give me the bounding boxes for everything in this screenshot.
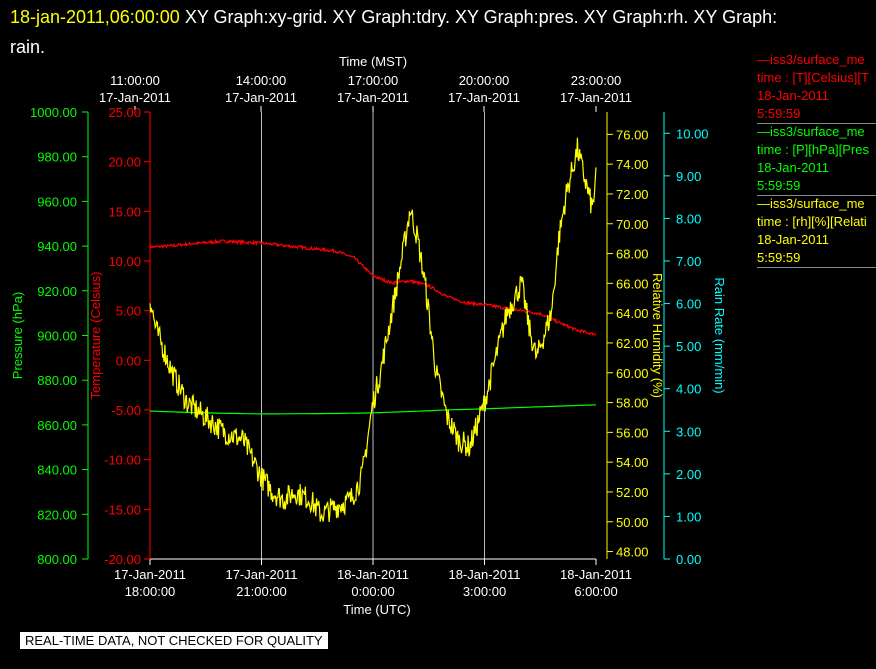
top-tick-date-1: 17-Jan-2011: [225, 90, 297, 105]
rh-tick-label-8: 64.00: [616, 306, 649, 321]
pressure-tick-label-5: 900.00: [37, 329, 77, 344]
temperature-tick-label-3: -5.00: [111, 403, 141, 418]
bottom-tick-time-0: 18:00:00: [125, 584, 176, 599]
legend-humidity-line2: time : [rh][%][Relati: [757, 214, 867, 229]
temperature-tick-label-2: -10.00: [104, 453, 141, 468]
pressure-tick-label-10: 1000.00: [30, 105, 77, 120]
pressure-tick-label-1: 820.00: [37, 507, 77, 522]
top-tick-time-3: 20:00:00: [459, 73, 510, 88]
rain-tick-label-10: 10.00: [676, 126, 709, 141]
rain-tick-label-2: 2.00: [676, 467, 701, 482]
legend-pressure-time: 5:59:59: [757, 177, 876, 196]
pressure-tick-label-3: 860.00: [37, 418, 77, 433]
top-tick-time-1: 14:00:00: [236, 73, 287, 88]
rain-tick-label-1: 1.00: [676, 509, 701, 524]
temperature-tick-label-8: 20.00: [108, 155, 141, 170]
top-tick-time-2: 17:00:00: [348, 73, 399, 88]
legend-humidity-time: 5:59:59: [757, 249, 876, 268]
rain-tick-label-5: 5.00: [676, 339, 701, 354]
bottom-tick-time-4: 6:00:00: [574, 584, 617, 599]
bottom-axis-label: Time (UTC): [343, 602, 410, 617]
top-tick-date-3: 17-Jan-2011: [448, 90, 520, 105]
rh-tick-label-13: 74.00: [616, 157, 649, 172]
rain-tick-label-6: 6.00: [676, 297, 701, 312]
bottom-tick-time-2: 0:00:00: [351, 584, 394, 599]
top-tick-time-4: 23:00:00: [571, 73, 622, 88]
rh-tick-label-10: 68.00: [616, 247, 649, 262]
legend-pressure-line2: time : [P][hPa][Pres: [757, 142, 869, 157]
temperature-tick-label-9: 25.00: [108, 105, 141, 120]
rain-tick-label-7: 7.00: [676, 254, 701, 269]
legend-pressure[interactable]: —iss3/surface_me time : [P][hPa][Pres 18…: [757, 123, 876, 196]
graph-title: 18-jan-2011,06:00:00 XY Graph:xy-grid. X…: [10, 2, 870, 62]
bottom-tick-date-1: 17-Jan-2011: [225, 567, 297, 582]
temperature-tick-label-6: 10.00: [108, 254, 141, 269]
top-tick-time-0: 11:00:00: [110, 73, 160, 88]
legend-pressure-line1: —iss3/surface_me: [757, 124, 865, 139]
bottom-tick-date-0: 17-Jan-2011: [114, 567, 186, 582]
rh-tick-label-14: 76.00: [616, 127, 649, 142]
rain-tick-label-3: 3.00: [676, 424, 701, 439]
quality-notice: REAL-TIME DATA, NOT CHECKED FOR QUALITY: [20, 632, 328, 649]
legend-temperature-date: 18-Jan-2011: [757, 88, 830, 103]
rain-tick-label-4: 4.00: [676, 382, 701, 397]
rh-tick-label-12: 72.00: [616, 187, 649, 202]
legend-humidity[interactable]: —iss3/surface_me time : [rh][%][Relati 1…: [757, 195, 876, 268]
temperature-tick-label-4: 0.00: [116, 353, 141, 368]
legend-temperature-line2: time : [T][Celsius][T: [757, 70, 869, 85]
top-tick-date-2: 17-Jan-2011: [337, 90, 409, 105]
bottom-tick-date-4: 18-Jan-2011: [560, 567, 632, 582]
pressure-tick-label-4: 880.00: [37, 373, 77, 388]
pressure-tick-label-8: 960.00: [37, 194, 77, 209]
pressure-tick-label-0: 800.00: [37, 552, 77, 567]
legend-humidity-date: 18-Jan-2011: [757, 232, 830, 247]
temperature-tick-label-5: 5.00: [116, 304, 141, 319]
series-line-2: [149, 137, 597, 523]
bottom-tick-time-3: 3:00:00: [463, 584, 506, 599]
series-line-1: [149, 404, 597, 415]
temperature-tick-label-1: -15.00: [104, 502, 141, 517]
bottom-tick-date-2: 18-Jan-2011: [337, 567, 409, 582]
temperature-tick-label-0: -20.00: [104, 552, 141, 567]
rh-axis-title: Relative Humidity (%): [650, 273, 665, 398]
bottom-tick-date-3: 18-Jan-2011: [448, 567, 520, 582]
title-timestamp: 18-jan-2011,06:00:00: [10, 7, 180, 27]
temperature-tick-label-7: 15.00: [108, 204, 141, 219]
rh-tick-label-3: 54.00: [616, 455, 649, 470]
pressure-tick-label-2: 840.00: [37, 463, 77, 478]
rh-tick-label-0: 48.00: [616, 545, 649, 560]
rh-tick-label-11: 70.00: [616, 217, 649, 232]
title-graph-list-cont: rain.: [10, 37, 46, 57]
top-axis-label: Time (MST): [339, 54, 407, 69]
title-graph-list: XY Graph:xy-grid. XY Graph:tdry. XY Grap…: [184, 7, 778, 27]
legend-temperature-line1: —iss3/surface_me: [757, 52, 865, 67]
rh-tick-label-2: 52.00: [616, 485, 649, 500]
rain-tick-label-8: 8.00: [676, 211, 701, 226]
rh-tick-label-5: 58.00: [616, 396, 649, 411]
top-tick-date-4: 17-Jan-2011: [560, 90, 632, 105]
bottom-tick-time-1: 21:00:00: [236, 584, 287, 599]
rh-tick-label-4: 56.00: [616, 425, 649, 440]
pressure-tick-label-7: 940.00: [37, 239, 77, 254]
rain-tick-label-9: 9.00: [676, 169, 701, 184]
rh-tick-label-6: 60.00: [616, 366, 649, 381]
temperature-axis-title: Temperature (Celsius): [88, 272, 103, 400]
rain-axis-title: Rain Rate (mm/min): [712, 277, 727, 393]
legend-humidity-line1: —iss3/surface_me: [757, 196, 865, 211]
pressure-tick-label-6: 920.00: [37, 284, 77, 299]
top-tick-date-0: 17-Jan-2011: [99, 90, 171, 105]
legend-pressure-date: 18-Jan-2011: [757, 160, 830, 175]
rain-tick-label-0: 0.00: [676, 552, 701, 567]
pressure-tick-label-9: 980.00: [37, 150, 77, 165]
legend-temperature-time: 5:59:59: [757, 105, 876, 124]
rh-tick-label-7: 62.00: [616, 336, 649, 351]
rh-tick-label-1: 50.00: [616, 515, 649, 530]
pressure-axis-title: Pressure (hPa): [10, 292, 25, 379]
rh-tick-label-9: 66.00: [616, 276, 649, 291]
series-line-0: [149, 238, 597, 337]
legend-temperature[interactable]: —iss3/surface_me time : [T][Celsius][T 1…: [757, 51, 876, 124]
